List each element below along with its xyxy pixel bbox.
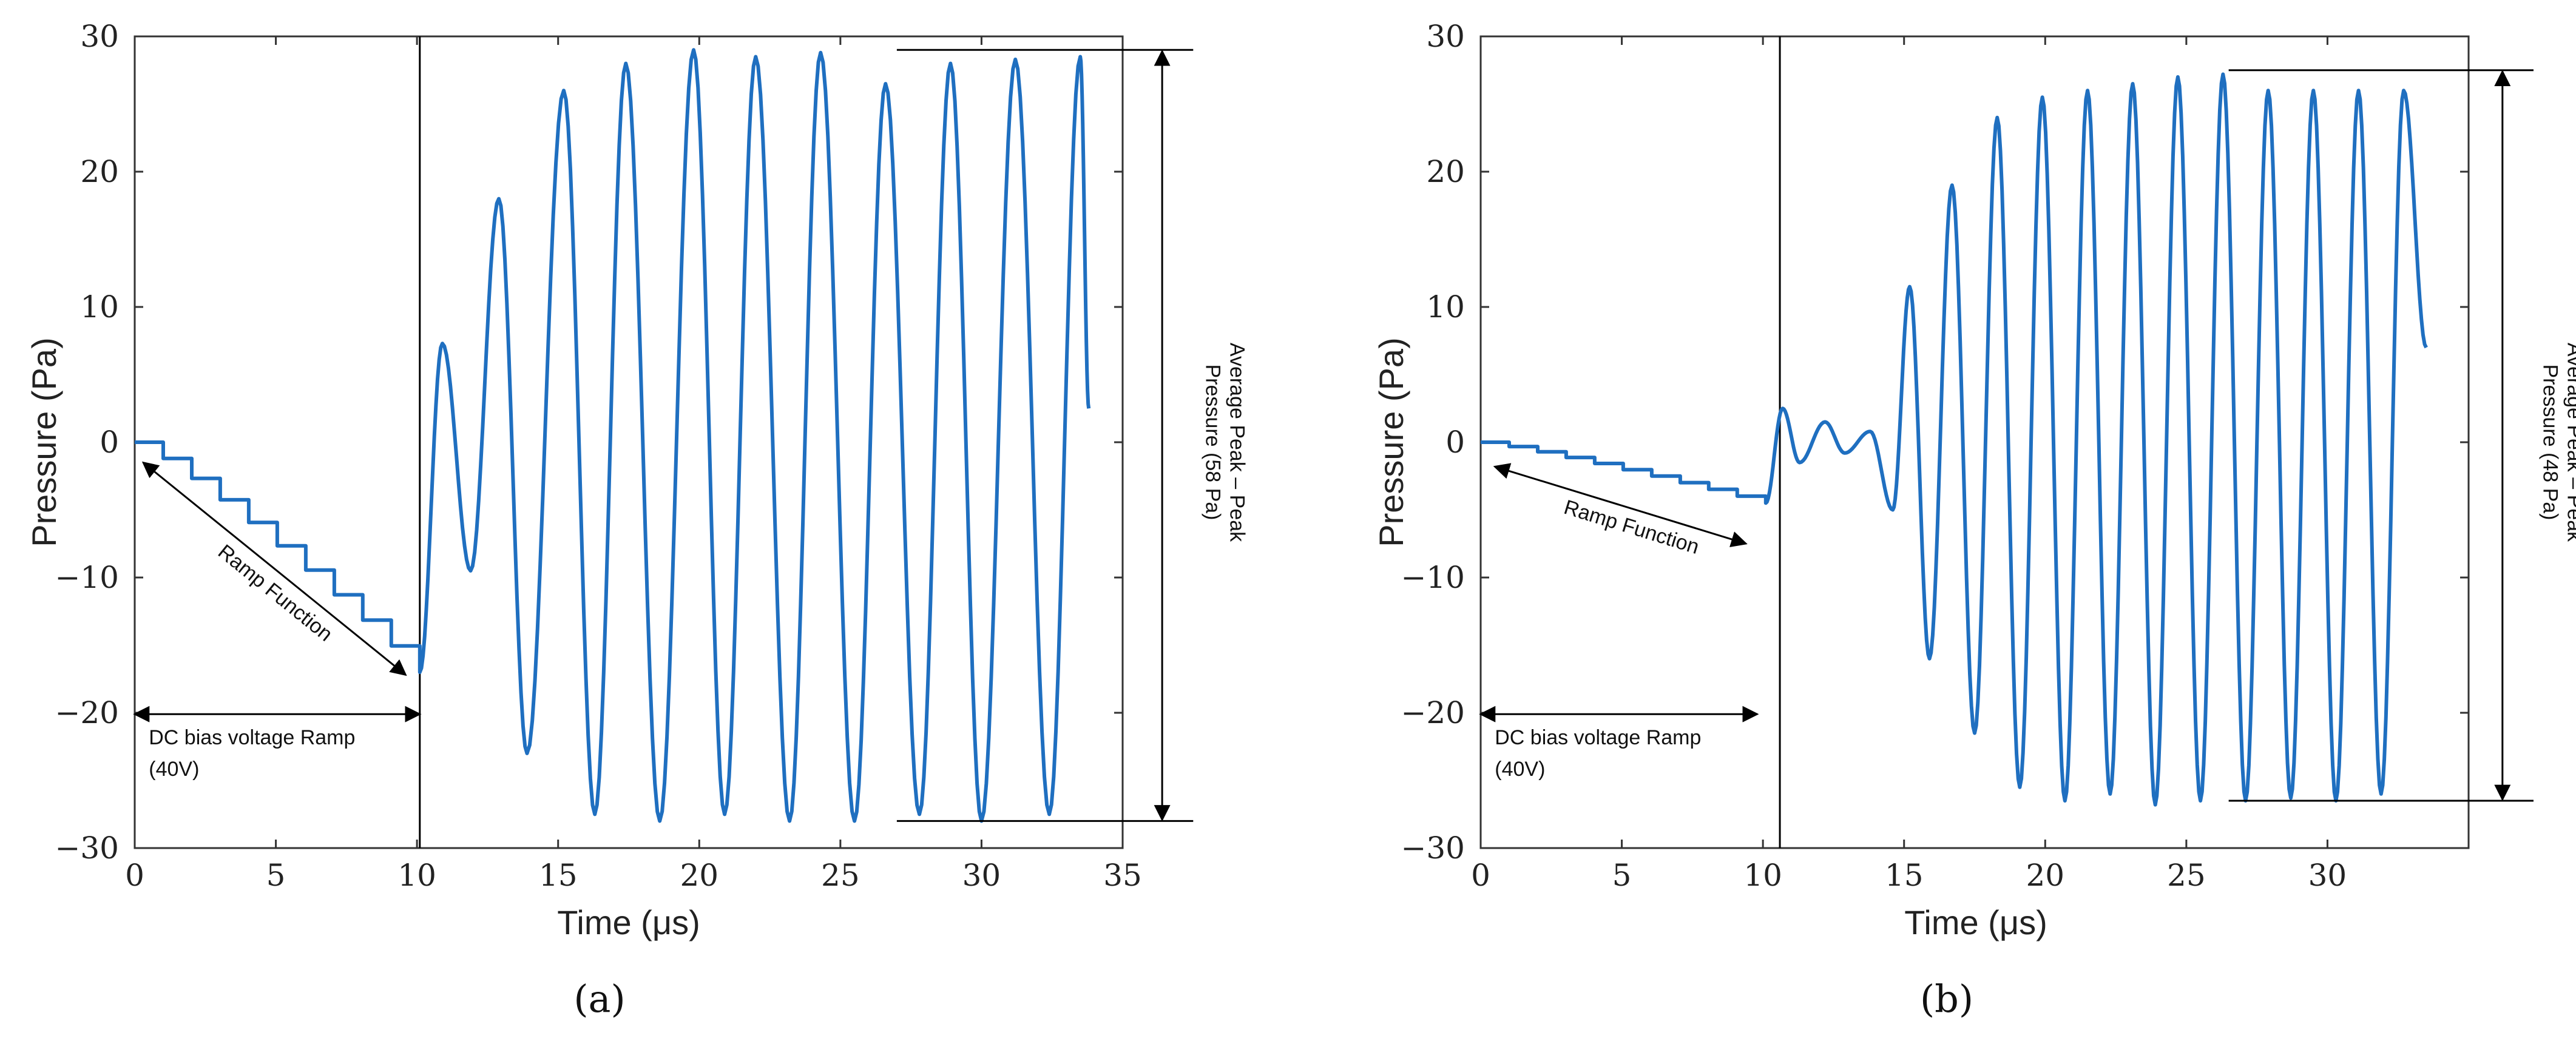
x-tick-label: 30 [2308, 858, 2347, 893]
ramp-function-label: Ramp Function [1561, 496, 1702, 559]
x-axis-label: Time (μs) [1904, 903, 2047, 941]
x-tick-label: 35 [1103, 858, 1142, 893]
panel-b: −30 −20 −10 0 10 20 30 0 5 10 15 20 25 30 Pressure (… [1372, 19, 2576, 1021]
y-tick-label: 20 [1426, 154, 1465, 189]
x-tick-label: 10 [1743, 858, 1782, 893]
y-tick-label: −20 [1401, 695, 1465, 730]
y-ticks: −30 −20 −10 0 10 20 30 [55, 19, 1123, 866]
y-tick-label: 0 [1445, 425, 1465, 460]
y-tick-label: −20 [55, 695, 119, 730]
x-tick-label: 25 [2167, 858, 2206, 893]
panel-caption: (a) [573, 977, 625, 1021]
x-tick-label: 0 [125, 858, 144, 893]
x-tick-label: 10 [397, 858, 436, 893]
x-tick-label: 5 [1612, 858, 1632, 893]
x-tick-label: 0 [1471, 858, 1490, 893]
y-tick-label: 30 [80, 19, 119, 54]
x-tick-label: 15 [539, 858, 578, 893]
x-ticks: 0 5 10 15 20 25 30 [1471, 36, 2347, 893]
peak-to-peak-label: Average Peak – Peak [1226, 343, 1249, 542]
dc-bias-voltage-label: (40V) [149, 758, 199, 781]
y-axis-label: Pressure (Pa) [1372, 337, 1410, 547]
y-tick-label: −30 [55, 830, 119, 866]
y-tick-label: −10 [1401, 560, 1465, 595]
panel-a: −30 −20 −10 0 10 20 30 0 5 10 15 20 25 30 35 Pressure… [25, 19, 1249, 1021]
y-tick-label: −30 [1401, 830, 1465, 866]
dc-bias-label: DC bias voltage Ramp [1495, 726, 1701, 749]
y-tick-label: 0 [100, 425, 119, 460]
ramp-arrow [1493, 463, 1748, 548]
peak-to-peak-label: Average Peak – Peak [2563, 343, 2576, 542]
peak-to-peak-value-label: Pressure (48 Pa) [2539, 365, 2562, 520]
y-tick-label: −10 [55, 560, 119, 595]
pressure-series-line [135, 48, 1091, 823]
y-tick-label: 30 [1426, 19, 1465, 54]
y-tick-label: 10 [80, 289, 119, 325]
ramp-arrow [141, 461, 407, 676]
x-tick-label: 25 [821, 858, 860, 893]
x-tick-label: 20 [680, 858, 718, 893]
pressure-series-line [1481, 72, 2428, 807]
peak-to-peak-value-label: Pressure (58 Pa) [1202, 365, 1225, 520]
dc-bias-label: DC bias voltage Ramp [149, 726, 355, 749]
x-tick-label: 5 [266, 858, 286, 893]
y-tick-label: 20 [80, 154, 119, 189]
y-ticks: −30 −20 −10 0 10 20 30 [1401, 19, 2469, 866]
panel-caption: (b) [1920, 977, 1973, 1021]
x-axis-label: Time (μs) [557, 903, 700, 941]
y-axis-label: Pressure (Pa) [25, 337, 63, 547]
dc-bias-voltage-label: (40V) [1495, 758, 1545, 781]
x-ticks: 0 5 10 15 20 25 30 35 [125, 36, 1142, 893]
x-tick-label: 15 [1885, 858, 1924, 893]
x-tick-label: 30 [962, 858, 1001, 893]
ramp-function-label: Ramp Function [214, 540, 337, 646]
x-tick-label: 20 [2026, 858, 2064, 893]
y-tick-label: 10 [1426, 289, 1465, 325]
